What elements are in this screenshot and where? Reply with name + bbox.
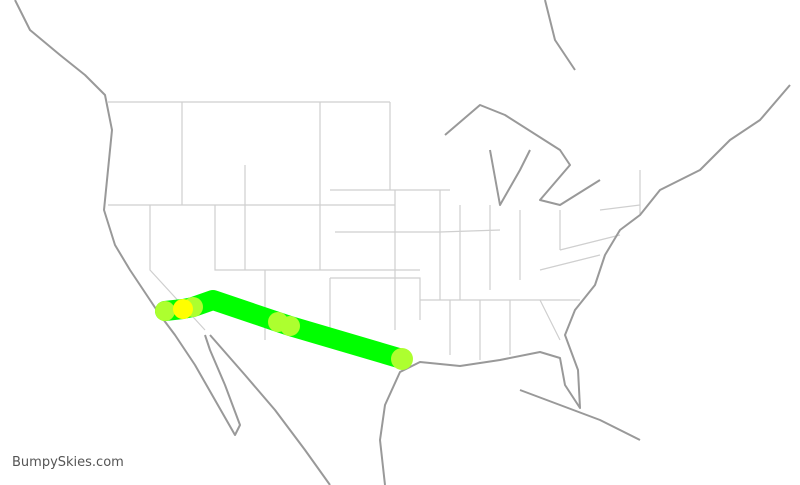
flight-route [155,290,413,370]
turbulence-marker-moderate[interactable] [155,301,175,321]
turbulence-marker-moderate[interactable] [280,316,300,336]
state-borders [108,101,641,360]
turbulence-marker-moderate[interactable] [391,348,413,370]
coastlines [14,0,791,485]
watermark: BumpySkies.com [12,455,124,470]
turbulence-marker-strong[interactable] [173,299,193,319]
